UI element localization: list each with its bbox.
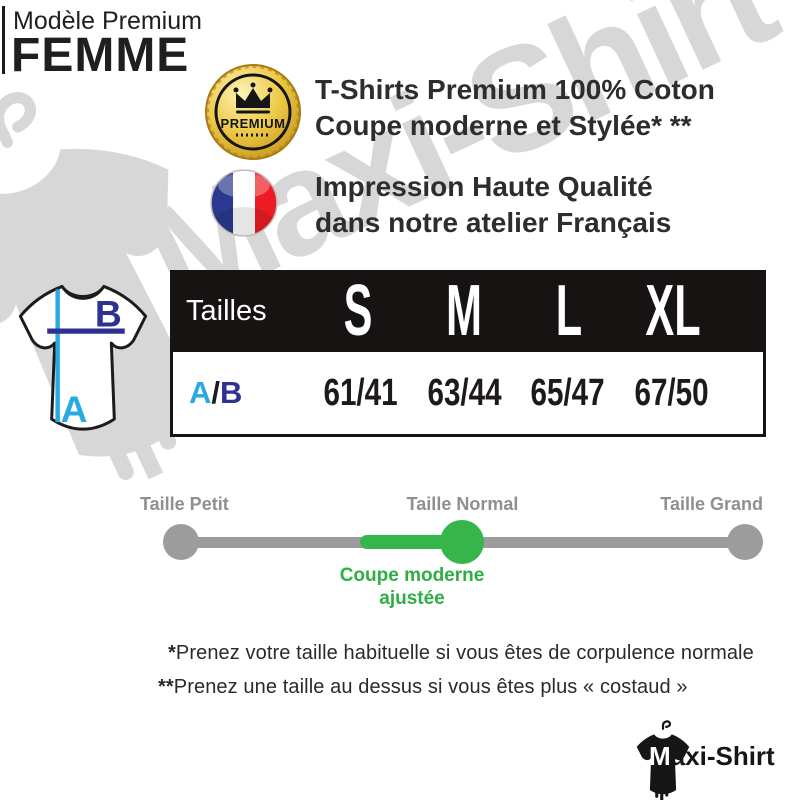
row-label-ab: A/B xyxy=(189,375,243,410)
logo-text: Maxi-Shirt xyxy=(649,741,775,772)
value-m: 63/44 xyxy=(427,371,502,414)
footnote-2: **Prenez une taille au dessus si vous êt… xyxy=(158,676,688,699)
slider-label-large: Taille Grand xyxy=(660,494,763,514)
page-title: FEMME xyxy=(11,29,190,82)
footnote-1-text: Prenez votre taille habituelle si vous ê… xyxy=(175,642,754,664)
slider-endpoint-right xyxy=(727,524,763,560)
feature-premium-line2: Coupe moderne et Stylée* ** xyxy=(315,110,692,141)
title-divider xyxy=(2,6,5,74)
feature-print: Impression Haute Qualité dans notre atel… xyxy=(315,169,671,241)
logo-first-letter: M xyxy=(649,741,671,771)
size-col-s: S xyxy=(344,271,373,351)
footnote-2-marker: ** xyxy=(158,676,174,698)
fit-slider-fill xyxy=(360,535,462,549)
measure-a-label: A xyxy=(61,388,88,430)
feature-print-line1: Impression Haute Qualité xyxy=(315,171,653,202)
slider-label-normal: Taille Normal xyxy=(406,494,519,514)
premium-badge-label: PREMIUM xyxy=(221,116,286,131)
footnote-1: *Prenez votre taille habituelle si vous … xyxy=(168,642,754,665)
fit-caption-line1: Coupe moderne xyxy=(339,565,485,586)
sizes-header-label: Tailles xyxy=(186,294,267,327)
size-table-header: Tailles S M L XL xyxy=(170,270,766,352)
shirt-measurement-figure: B A xyxy=(18,284,148,431)
brand-logo: Maxi-Shirt xyxy=(622,718,794,800)
fit-slider-knob xyxy=(440,520,484,564)
size-col-xl: XL xyxy=(645,271,702,351)
value-l: 65/47 xyxy=(530,371,605,414)
feature-premium-line1: T-Shirts Premium 100% Coton xyxy=(315,74,715,105)
size-table-row: A/B 61/41 63/44 65/47 67/50 xyxy=(170,352,766,437)
size-col-m: M xyxy=(445,271,482,351)
feature-print-line2: dans notre atelier Français xyxy=(315,207,672,238)
fit-caption: Coupe moderne ajustée xyxy=(302,564,522,610)
logo-rest: axi-Shirt xyxy=(670,741,775,771)
footnote-1-marker: * xyxy=(168,642,176,664)
slider-endpoint-left xyxy=(163,524,199,560)
slider-label-small: Taille Petit xyxy=(140,494,229,514)
fit-caption-line2: ajustée xyxy=(379,588,445,609)
measure-b-label: B xyxy=(95,293,122,335)
logo-shirt-icon xyxy=(636,720,690,800)
premium-badge-icon: PREMIUM xyxy=(205,64,301,160)
footnote-2-text: Prenez une taille au dessus si vous êtes… xyxy=(173,676,688,698)
france-flag-icon xyxy=(210,169,278,237)
feature-premium: T-Shirts Premium 100% Coton Coupe modern… xyxy=(315,72,715,144)
value-xl: 67/50 xyxy=(634,371,709,414)
value-s: 61/41 xyxy=(323,371,398,414)
size-col-l: L xyxy=(555,271,582,351)
size-table: Tailles S M L XL A/B 61/41 63/44 65/47 6… xyxy=(170,270,766,437)
model-line: Modèle Premium xyxy=(13,7,202,35)
